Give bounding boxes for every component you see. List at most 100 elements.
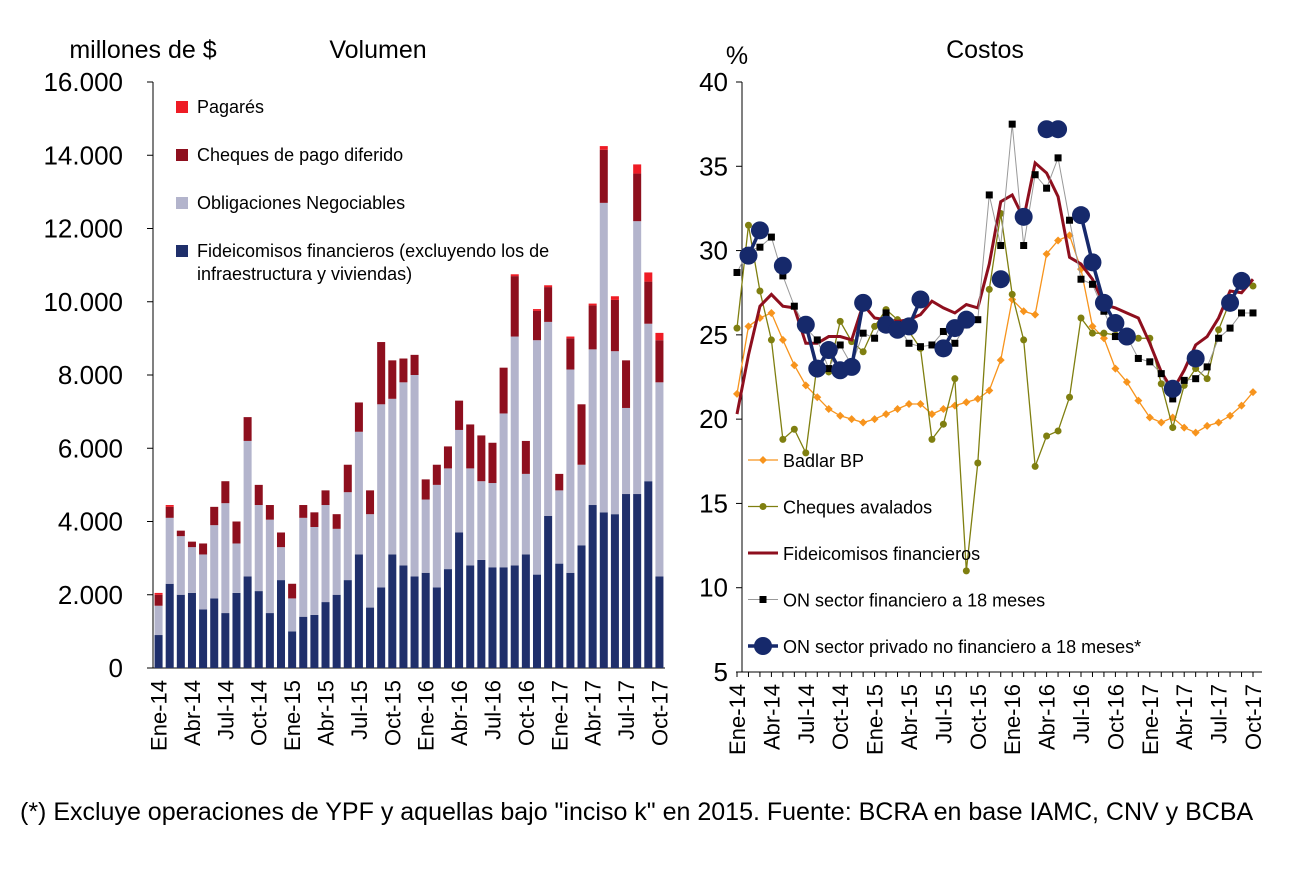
y-tick-label: 40 [699, 67, 728, 97]
bar-segment [210, 525, 219, 599]
point [1215, 326, 1223, 334]
point [905, 339, 913, 347]
x-tick-label: Abr-14 [759, 684, 784, 750]
point [779, 435, 787, 443]
bar-segment [199, 543, 208, 555]
bar-segment [510, 565, 519, 668]
point [1237, 401, 1246, 410]
point [756, 243, 764, 251]
point [882, 410, 891, 419]
point [819, 341, 838, 360]
bar-segment [499, 413, 508, 568]
point [756, 287, 764, 295]
bar-segment [544, 287, 553, 322]
x-tick-label: Jul-14 [213, 680, 238, 740]
legend-marker [754, 637, 772, 655]
point [928, 341, 936, 349]
legend-label: Fideicomisos financieros (excluyendo los… [197, 241, 550, 284]
bar-segment [655, 340, 664, 383]
bar-segment [655, 332, 664, 341]
x-tick-label: Oct-14 [247, 680, 272, 746]
chart-title: Costos [946, 36, 1024, 64]
bar-segment [566, 572, 575, 668]
y-tick-label: 30 [699, 236, 728, 266]
bar-segment [555, 563, 564, 668]
bar-segment [399, 382, 408, 566]
legend-swatch [176, 101, 188, 113]
bar-segment [532, 309, 542, 311]
legend-marker [759, 503, 767, 510]
x-tick-label: Oct-17 [647, 680, 672, 746]
point [1203, 363, 1211, 371]
y-tick-label: 0 [109, 653, 123, 683]
bar-segment [644, 272, 653, 282]
point [1066, 216, 1074, 224]
bar-segment [510, 274, 519, 277]
point [974, 459, 982, 467]
point [1088, 280, 1096, 288]
point [985, 285, 993, 293]
bar-segment [366, 607, 375, 668]
bar-segment [655, 576, 664, 668]
y-tick-label: 10 [699, 573, 728, 603]
bar-segment [366, 490, 375, 515]
point [813, 336, 821, 344]
bar-segment [343, 492, 352, 581]
point [779, 272, 787, 280]
bar-segment [210, 598, 219, 668]
point [859, 348, 867, 356]
point [957, 310, 976, 329]
bar-segment [477, 481, 486, 560]
bar-segment [388, 398, 397, 555]
bar-segment [410, 576, 419, 668]
bar-segment [299, 616, 308, 668]
bar-segment [622, 494, 631, 668]
bar-segment [510, 276, 519, 337]
bar-segment [165, 583, 174, 668]
point [1088, 322, 1097, 331]
point [1014, 207, 1033, 226]
x-tick-label: Abr-14 [180, 680, 205, 746]
bar-segment [544, 516, 553, 668]
point [1008, 120, 1016, 128]
point [1083, 253, 1102, 272]
point [1054, 154, 1062, 162]
bar-segment [577, 545, 586, 668]
y-tick-label: 12.000 [43, 214, 123, 244]
x-tick-label: Ene-16 [414, 680, 439, 751]
point [790, 361, 799, 370]
x-tick-label: Oct-15 [966, 684, 991, 750]
bar-segment [421, 572, 430, 668]
bar-segment [633, 164, 642, 174]
x-tick-label: Jul-16 [1069, 684, 1094, 744]
point [1249, 309, 1257, 317]
y-tick-label: 8.000 [58, 360, 123, 390]
point [790, 425, 798, 433]
point [796, 315, 815, 334]
bar-segment [521, 554, 530, 668]
point [1100, 329, 1108, 337]
bar-segment [254, 484, 263, 506]
x-tick-label: Jul-15 [931, 684, 956, 744]
point [927, 410, 936, 419]
point [842, 357, 861, 376]
point [934, 339, 953, 358]
bar-segment [577, 404, 586, 465]
point [744, 322, 753, 331]
x-tick-label: Abr-16 [1035, 684, 1060, 750]
point [882, 309, 890, 317]
bar-segment [332, 528, 341, 595]
bar-segment [644, 281, 653, 324]
x-tick-label: Jul-16 [480, 680, 505, 740]
bar-segment [187, 592, 196, 668]
point [1111, 364, 1120, 373]
bar-segment [366, 514, 375, 608]
point [744, 221, 752, 229]
bar-segment [343, 580, 352, 668]
x-tick-label: Oct-16 [514, 680, 539, 746]
point [974, 316, 982, 324]
bar-segment [154, 635, 163, 668]
bar-segment [165, 517, 174, 584]
point [871, 322, 879, 330]
x-tick-label: Ene-17 [1138, 684, 1163, 755]
